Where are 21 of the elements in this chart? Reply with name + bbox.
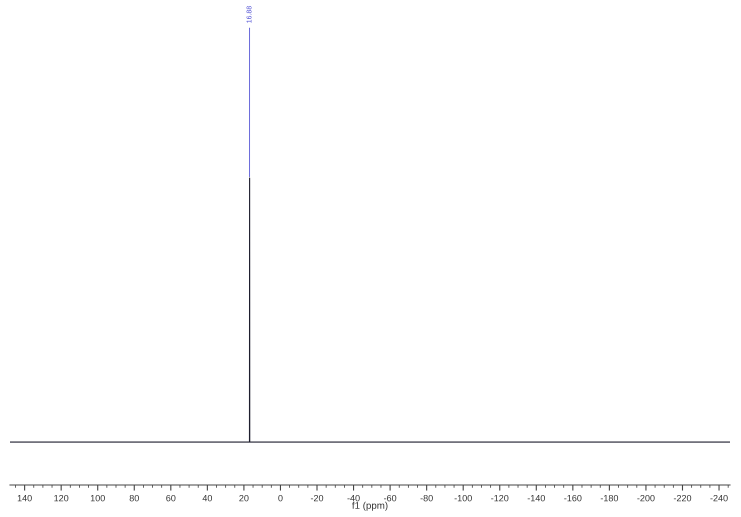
x-tick-label: 80: [130, 494, 139, 502]
x-tick-label: -240: [710, 494, 728, 502]
x-tick-label: 40: [202, 494, 212, 502]
x-axis-title: f1 (ppm): [352, 502, 388, 511]
x-tick-label: -80: [420, 494, 433, 502]
x-tick-label: -160: [564, 494, 582, 502]
x-tick-label: -40: [347, 494, 360, 502]
x-tick-label: -100: [454, 494, 472, 502]
x-tick-label: 100: [90, 494, 105, 502]
x-tick-label: 140: [18, 494, 32, 502]
x-tick-label: -180: [600, 494, 618, 502]
x-tick-label: -140: [528, 494, 545, 502]
x-tick-label: -60: [384, 494, 396, 502]
x-tick-label: -200: [637, 494, 655, 502]
x-tick-label: -220: [674, 494, 692, 502]
x-tick-label: -20: [310, 494, 324, 502]
x-tick-label: 0: [278, 494, 283, 502]
x-tick-label: 120: [54, 494, 68, 502]
x-tick-label: 20: [239, 494, 249, 502]
x-tick-label: -120: [491, 494, 508, 502]
x-tick-label: 60: [166, 494, 176, 502]
